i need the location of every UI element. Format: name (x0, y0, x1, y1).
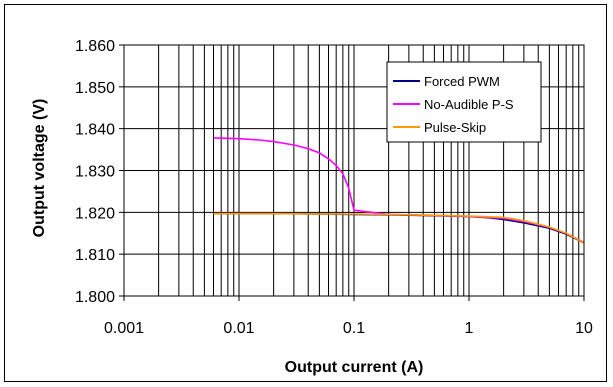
x-tick-label: 10 (575, 320, 593, 337)
x-tick-label: 0.01 (223, 320, 254, 337)
y-tick-label: 1.820 (75, 205, 115, 222)
legend-label-forced-pwm: Forced PWM (424, 74, 500, 89)
series-layer (213, 137, 585, 244)
y-axis-title: Output voltage (V) (31, 99, 48, 238)
legend-box (386, 61, 542, 143)
x-tick-label: 0.1 (343, 320, 365, 337)
y-tick-label: 1.840 (75, 122, 115, 139)
legend: Forced PWM No-Audible P-S Pulse-Skip (386, 61, 542, 143)
tick-labels: 1.800 1.810 1.820 1.830 1.840 1.850 1.860 0.001… (75, 38, 593, 337)
y-tick-label: 1.800 (75, 289, 115, 306)
legend-label-pulse-skip: Pulse-Skip (424, 120, 486, 135)
axes (119, 44, 585, 301)
y-tick-label: 1.850 (75, 80, 115, 97)
y-tick-label: 1.860 (75, 38, 115, 55)
x-tick-label: 0.001 (104, 320, 144, 337)
series-pulse-skip-line (213, 212, 585, 244)
y-tick-label: 1.830 (75, 164, 115, 181)
x-tick-label: 1 (465, 320, 474, 337)
legend-label-no-audible-p-s: No-Audible P-S (424, 97, 514, 112)
x-axis-title: Output current (A) (285, 359, 424, 376)
y-tick-label: 1.810 (75, 247, 115, 264)
